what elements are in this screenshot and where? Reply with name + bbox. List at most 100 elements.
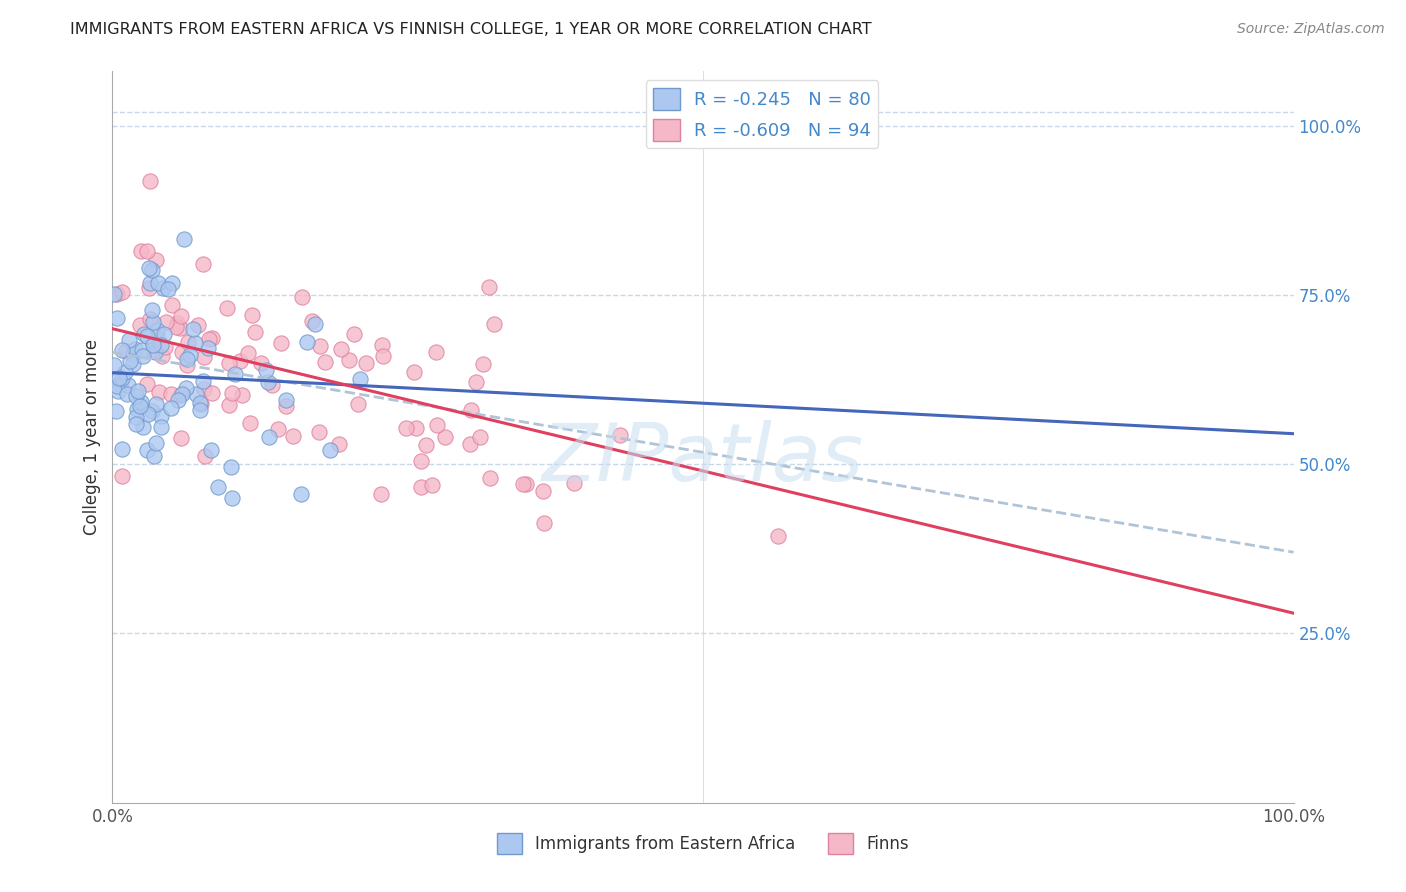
Point [152, 280, 174, 294]
Point [304, 318, 326, 332]
Point [267, 421, 290, 435]
Point [224, 367, 246, 381]
Point [562, 476, 585, 491]
Point [193, 382, 215, 396]
Point [207, 479, 229, 493]
Point [143, 345, 166, 359]
Point [426, 417, 449, 432]
Point [308, 339, 330, 353]
Point [250, 356, 273, 370]
Point [155, 340, 177, 354]
Point [337, 352, 360, 367]
Point [236, 346, 259, 360]
Point [139, 277, 162, 291]
Point [370, 338, 392, 352]
Point [146, 323, 169, 337]
Point [415, 438, 437, 452]
Point [242, 308, 264, 322]
Point [148, 384, 170, 399]
Point [128, 399, 150, 413]
Point [127, 384, 149, 398]
Point [131, 343, 153, 358]
Point [181, 322, 204, 336]
Point [270, 336, 292, 351]
Point [484, 317, 506, 331]
Point [138, 281, 160, 295]
Point [229, 354, 252, 368]
Point [349, 372, 371, 386]
Point [370, 487, 392, 501]
Point [136, 328, 159, 343]
Point [371, 349, 394, 363]
Point [125, 389, 148, 403]
Point [141, 404, 163, 418]
Text: Source: ZipAtlas.com: Source: ZipAtlas.com [1237, 22, 1385, 37]
Point [115, 343, 138, 358]
Point [142, 343, 165, 357]
Point [198, 332, 221, 346]
Point [328, 437, 350, 451]
Point [219, 459, 242, 474]
Point [314, 354, 336, 368]
Point [145, 330, 167, 344]
Point [434, 430, 457, 444]
Point [141, 263, 163, 277]
Point [121, 346, 143, 360]
Point [136, 244, 159, 258]
Point [191, 374, 214, 388]
Point [190, 402, 212, 417]
Point [478, 471, 501, 485]
Point [132, 420, 155, 434]
Point [471, 357, 494, 371]
Point [254, 362, 277, 376]
Point [155, 315, 177, 329]
Point [166, 392, 188, 407]
Point [176, 381, 198, 395]
Point [150, 349, 173, 363]
Point [409, 480, 432, 494]
Point [184, 335, 207, 350]
Point [200, 442, 222, 457]
Point [187, 318, 209, 332]
Point [136, 376, 159, 391]
Point [257, 375, 280, 389]
Point [131, 349, 153, 363]
Point [290, 487, 312, 501]
Point [308, 425, 330, 439]
Point [107, 384, 129, 399]
Point [422, 478, 444, 492]
Text: ZIPatlas: ZIPatlas [541, 420, 865, 498]
Point [145, 253, 167, 268]
Point [138, 311, 160, 326]
Point [138, 261, 160, 276]
Point [243, 325, 266, 339]
Point [176, 358, 198, 372]
Point [125, 401, 148, 416]
Point [146, 277, 169, 291]
Point [404, 365, 426, 379]
Point [609, 427, 631, 442]
Point [257, 430, 280, 444]
Point [172, 345, 194, 359]
Point [409, 453, 432, 467]
Point [128, 318, 150, 332]
Point [356, 355, 378, 369]
Point [343, 327, 366, 342]
Point [176, 334, 198, 349]
Point [142, 315, 165, 329]
Point [478, 280, 501, 294]
Point [170, 387, 193, 401]
Point [124, 342, 146, 356]
Point [149, 419, 172, 434]
Point [221, 386, 243, 401]
Point [201, 331, 224, 345]
Point [110, 376, 132, 391]
Point [512, 476, 534, 491]
Point [125, 410, 148, 425]
Point [301, 314, 323, 328]
Text: IMMIGRANTS FROM EASTERN AFRICA VS FINNISH COLLEGE, 1 YEAR OR MORE CORRELATION CH: IMMIGRANTS FROM EASTERN AFRICA VS FINNIS… [70, 22, 872, 37]
Point [117, 378, 139, 392]
Point [274, 400, 297, 414]
Point [395, 421, 418, 435]
Point [190, 397, 212, 411]
